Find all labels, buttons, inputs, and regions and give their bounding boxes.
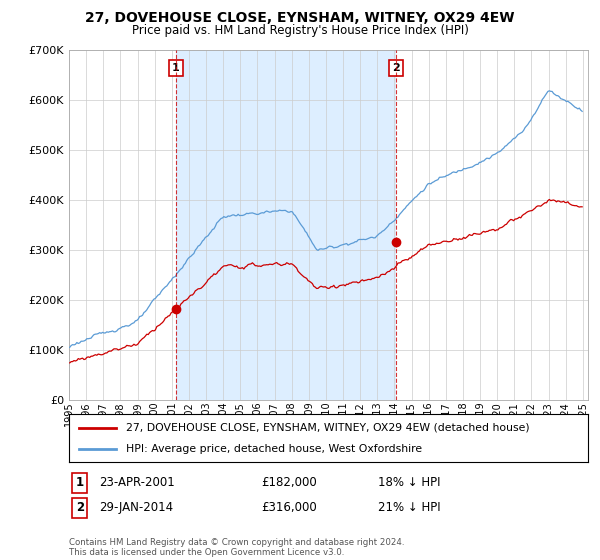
- Text: 2: 2: [392, 63, 400, 73]
- Text: Contains HM Land Registry data © Crown copyright and database right 2024.
This d: Contains HM Land Registry data © Crown c…: [69, 538, 404, 557]
- Text: 21% ↓ HPI: 21% ↓ HPI: [378, 501, 440, 515]
- Text: 1: 1: [76, 476, 84, 489]
- Text: 27, DOVEHOUSE CLOSE, EYNSHAM, WITNEY, OX29 4EW: 27, DOVEHOUSE CLOSE, EYNSHAM, WITNEY, OX…: [85, 11, 515, 25]
- Bar: [176, 50, 396, 400]
- Text: HPI: Average price, detached house, West Oxfordshire: HPI: Average price, detached house, West…: [126, 444, 422, 454]
- Text: Price paid vs. HM Land Registry's House Price Index (HPI): Price paid vs. HM Land Registry's House …: [131, 24, 469, 36]
- Text: 23-APR-2001: 23-APR-2001: [99, 476, 175, 489]
- Text: 27, DOVEHOUSE CLOSE, EYNSHAM, WITNEY, OX29 4EW (detached house): 27, DOVEHOUSE CLOSE, EYNSHAM, WITNEY, OX…: [126, 423, 530, 433]
- Text: 2: 2: [76, 501, 84, 515]
- Text: £316,000: £316,000: [261, 501, 317, 515]
- Text: £182,000: £182,000: [261, 476, 317, 489]
- Text: 1: 1: [172, 63, 180, 73]
- Text: 18% ↓ HPI: 18% ↓ HPI: [378, 476, 440, 489]
- Text: 29-JAN-2014: 29-JAN-2014: [99, 501, 173, 515]
